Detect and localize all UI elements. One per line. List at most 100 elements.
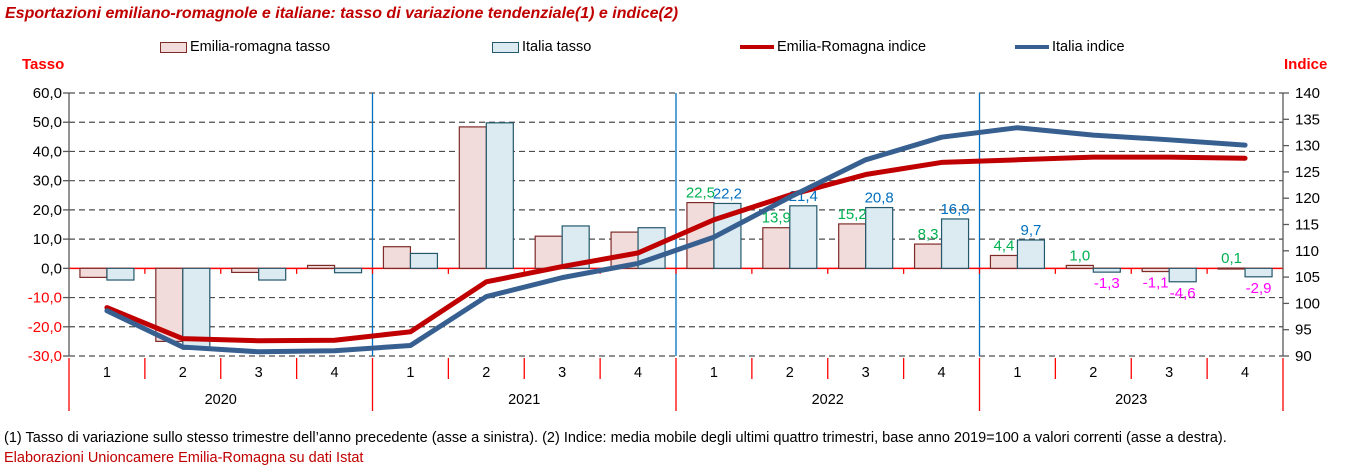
legend-label: Emilia-Romagna indice — [777, 39, 927, 55]
legend-swatch-er-bar-icon — [160, 41, 187, 53]
quarter-label: 4 — [331, 365, 339, 381]
legend-swatch-er-line-icon — [740, 44, 774, 50]
left-axis-tick-label: 20,0 — [33, 202, 62, 219]
left-axis-tick-label: -30,0 — [28, 348, 62, 365]
bar-data-label: 8,3 — [918, 226, 939, 243]
bar-emilia-romagna — [1065, 264, 1094, 269]
right-axis-tick-label: 135 — [1295, 111, 1320, 128]
right-axis-tick-label: 105 — [1295, 269, 1320, 286]
quarter-label: 1 — [1013, 365, 1021, 381]
bar-data-label: 16,9 — [940, 201, 969, 218]
left-axis-tick-label: 40,0 — [33, 143, 62, 160]
quarter-label: 2 — [179, 365, 187, 381]
bar-italia — [865, 206, 894, 269]
legend-label: Emilia-romagna tasso — [190, 39, 331, 55]
bar-emilia-romagna — [534, 235, 563, 269]
bar-data-label: 22,5 — [686, 185, 715, 202]
bar-data-label: -1,1 — [1143, 275, 1169, 292]
left-axis-tick-label: 10,0 — [33, 231, 62, 248]
bar-italia — [258, 267, 287, 281]
right-axis-tick-label: 110 — [1295, 243, 1319, 260]
bar-italia — [409, 252, 439, 269]
bar-emilia-romagna — [1141, 267, 1170, 273]
quarter-label: 3 — [1165, 365, 1173, 381]
bar-data-label: 1,0 — [1069, 247, 1090, 264]
quarter-label: 2 — [482, 365, 490, 381]
quarter-label: 3 — [255, 365, 263, 381]
index-line-emilia-romagna — [104, 154, 1248, 344]
bar-data-label: 22,2 — [713, 185, 742, 202]
bar-italia — [789, 205, 818, 269]
chart-title: Esportazioni emiliano-romagnole e italia… — [5, 5, 679, 22]
bar-data-label: 4,4 — [994, 237, 1015, 254]
footnote-definitions: (1) Tasso di variazione sullo stesso tri… — [4, 430, 1227, 446]
quarter-label: 3 — [558, 365, 566, 381]
legend-item-er-tasso: Emilia-romagna tasso — [160, 39, 330, 55]
bar-data-label: -2,9 — [1246, 280, 1272, 297]
index-line-italia — [104, 125, 1248, 355]
bar-emilia-romagna — [989, 254, 1019, 269]
legend-swatch-it-line-icon — [1015, 44, 1049, 50]
quarter-label: 1 — [406, 365, 414, 381]
bar-data-label: 20,8 — [865, 190, 894, 207]
left-axis-tick-label: 50,0 — [33, 114, 62, 131]
legend-item-it-indice: Italia indice — [1015, 39, 1125, 55]
bar-italia — [1092, 267, 1121, 273]
bar-emilia-romagna — [231, 267, 260, 274]
bar-emilia-romagna — [382, 246, 412, 269]
bar-italia — [1168, 267, 1197, 283]
bar-italia — [1244, 267, 1273, 278]
quarter-label: 2 — [1089, 365, 1097, 381]
quarter-label: 1 — [103, 365, 111, 381]
bar-emilia-romagna — [913, 243, 943, 269]
year-label: 2022 — [812, 392, 844, 408]
legend-swatch-it-bar-icon — [492, 41, 519, 53]
bar-data-label: -4,6 — [1170, 285, 1196, 302]
year-label: 2021 — [508, 392, 540, 408]
right-axis-tick-label: 140 — [1295, 85, 1320, 102]
bar-italia — [485, 122, 514, 269]
bar-data-label: 13,9 — [762, 210, 791, 227]
legend-item-it-tasso: Italia tasso — [492, 39, 591, 55]
right-axis-tick-label: 125 — [1295, 164, 1320, 181]
quarter-label: 1 — [710, 365, 718, 381]
right-axis-title: Indice — [1284, 56, 1328, 73]
year-label: 2020 — [205, 392, 237, 408]
left-axis-tick-label: -20,0 — [28, 319, 62, 336]
right-axis-tick-label: 95 — [1295, 322, 1312, 339]
quarter-label: 3 — [862, 365, 870, 381]
bar-italia — [940, 218, 970, 269]
bar-emilia-romagna — [686, 201, 715, 269]
quarter-label: 4 — [938, 365, 946, 381]
bar-emilia-romagna — [458, 126, 487, 269]
bar-emilia-romagna — [762, 227, 791, 269]
bar-emilia-romagna — [306, 264, 336, 269]
left-axis-tick-label: 60,0 — [33, 85, 62, 102]
right-axis-tick-label: 100 — [1295, 295, 1320, 312]
bar-italia — [1016, 239, 1046, 269]
left-axis-tick-label: 0,0 — [41, 260, 62, 277]
bar-data-label: 9,7 — [1021, 222, 1042, 239]
legend-label: Italia indice — [1052, 39, 1125, 55]
bar-data-label: -1,3 — [1094, 275, 1120, 292]
quarter-label: 4 — [1241, 365, 1249, 381]
bar-emilia-romagna — [838, 223, 867, 269]
year-label: 2023 — [1115, 392, 1147, 408]
left-axis-tick-label: -10,0 — [28, 290, 62, 307]
right-axis-tick-label: 90 — [1295, 348, 1312, 365]
legend-label: Italia tasso — [522, 39, 592, 55]
legend-item-er-indice: Emilia-Romagna indice — [740, 39, 926, 55]
bar-data-label: 0,1 — [1221, 250, 1242, 267]
left-axis-title: Tasso — [22, 56, 65, 73]
bar-italia — [106, 267, 135, 281]
quarter-label: 4 — [634, 365, 642, 381]
quarter-label: 2 — [786, 365, 794, 381]
footnote-source: Elaborazioni Unioncamere Emilia-Romagna … — [4, 450, 364, 466]
bar-italia — [333, 267, 363, 274]
bar-emilia-romagna — [1217, 267, 1246, 270]
right-axis-tick-label: 120 — [1295, 190, 1320, 207]
bar-data-label: 15,2 — [838, 206, 867, 223]
right-axis-tick-label: 130 — [1295, 138, 1320, 155]
